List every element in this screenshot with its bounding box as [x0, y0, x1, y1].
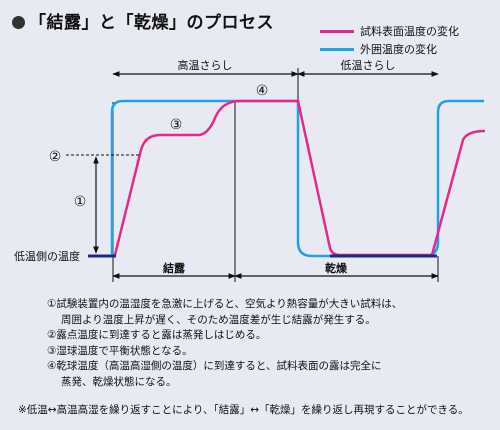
marker-3: ③: [170, 117, 183, 133]
legend: 試料表面温度の変化 外囲温度の変化: [320, 22, 459, 58]
marker-2: ②: [49, 149, 62, 165]
page-title: 「結露」と「乾燥」のプロセス: [12, 8, 274, 33]
note-1b: 周囲より温度上昇が遅く、そのため温度差が生じ結露が発生する。: [61, 313, 376, 326]
legend-label-ambient: 外囲温度の変化: [360, 43, 437, 56]
sample-temperature-line: [113, 99, 486, 257]
footnote: ※低温↔高温高湿を繰り返すことにより、「結露」↔「乾燥」を繰り返し再現することが…: [18, 404, 469, 416]
low-temp-side-label: 低温側の温度: [14, 249, 80, 263]
note-4a: ④乾球温度（高温高湿側の温度）に到達すると、試料表面の露は完全に: [47, 360, 382, 372]
drying-label: 乾燥: [325, 261, 348, 275]
bullet-icon: [12, 16, 25, 29]
marker-1: ①: [74, 194, 87, 210]
legend-label-sample: 試料表面温度の変化: [360, 25, 459, 38]
notes-list: ①試験装置内の温湿度を急激に上げると、空気より熱容量が大きい試料は、 周囲より温…: [47, 297, 487, 390]
high-temp-label: 高温さらし: [178, 58, 233, 72]
legend-swatch-sample: [320, 29, 354, 33]
note-3: ③湿球温度で平衡状態となる。: [47, 344, 193, 357]
low-temp-label: 低温さらし: [341, 59, 396, 72]
note-4b: 蒸発、乾燥状態になる。: [61, 375, 177, 388]
ambient-temperature-line: [88, 99, 484, 258]
legend-item-sample: 試料表面温度の変化: [320, 22, 459, 40]
legend-swatch-ambient: [320, 47, 354, 51]
note-1a: ①試験装置内の温湿度を急激に上げると、空気より熱容量が大きい試料は、: [47, 298, 403, 310]
note-2: ②露点温度に到達すると露は蒸発しはじめる。: [47, 329, 267, 341]
marker-4: ④: [256, 83, 269, 99]
legend-item-ambient: 外囲温度の変化: [320, 40, 459, 58]
condensation-label: 結露: [163, 261, 186, 275]
